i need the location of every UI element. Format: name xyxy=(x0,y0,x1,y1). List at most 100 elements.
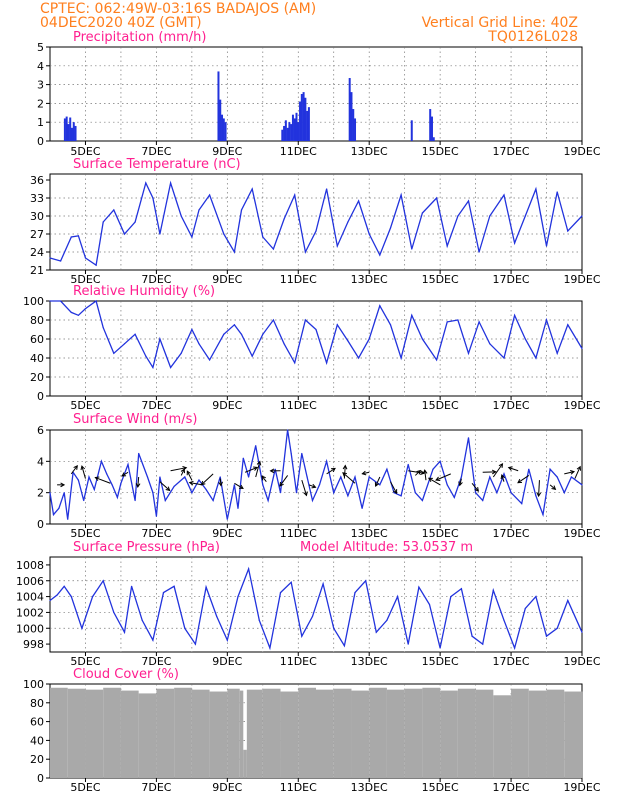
cloud-column xyxy=(243,750,247,778)
pressure-xtick-label: 17DEC xyxy=(493,655,530,668)
temp-point xyxy=(252,188,253,189)
rh-point xyxy=(401,357,402,358)
cloud-column xyxy=(351,691,369,778)
rh-point xyxy=(479,321,480,322)
rh-point xyxy=(535,357,536,358)
temp-point xyxy=(525,215,526,216)
rh-point xyxy=(457,319,458,320)
rh-point xyxy=(489,343,490,344)
temp-point xyxy=(479,251,480,252)
pressure-ytick-label: 1008 xyxy=(16,559,44,572)
rh-point xyxy=(145,356,146,357)
pressure-point xyxy=(71,596,72,597)
precip-bar xyxy=(303,92,305,141)
wind-line xyxy=(50,430,582,519)
wind-point xyxy=(268,500,269,501)
rh-point xyxy=(96,300,97,301)
pressure-point xyxy=(92,596,93,597)
wind-point xyxy=(415,492,416,493)
wind-point xyxy=(135,500,136,501)
precip-frame xyxy=(50,47,582,141)
precip-xtick-label: 11DEC xyxy=(280,145,317,158)
temp-point xyxy=(401,194,402,195)
wind-point xyxy=(205,489,206,490)
precip-ytick-label: 0 xyxy=(37,135,44,148)
wind-point xyxy=(138,453,139,454)
temp-point xyxy=(49,257,50,258)
precip-ytick-label: 2 xyxy=(37,97,44,110)
wind-point xyxy=(280,492,281,493)
rh-xtick-label: 15DEC xyxy=(422,399,459,412)
precip-bar xyxy=(290,124,292,141)
temp-ytick-label: 27 xyxy=(30,228,44,241)
pressure-point xyxy=(365,580,366,581)
rh-point xyxy=(411,315,412,316)
wind-xtick-label: 19DEC xyxy=(563,527,600,540)
wind-point xyxy=(227,519,228,520)
temp-xtick-label: 9DEC xyxy=(212,273,242,286)
temp-ytick-label: 36 xyxy=(30,174,44,187)
temp-point xyxy=(436,197,437,198)
precip-bar xyxy=(219,100,221,141)
wind-arrow xyxy=(201,474,213,485)
wind-point xyxy=(496,492,497,493)
cloud-column xyxy=(440,691,458,778)
precip-ytick-label: 5 xyxy=(37,41,44,54)
cloud-column xyxy=(281,692,299,778)
wind-point xyxy=(468,437,469,438)
wind-point xyxy=(275,469,276,470)
precip-bar xyxy=(225,122,227,141)
pressure-point xyxy=(237,596,238,597)
rh-point xyxy=(447,321,448,322)
cloud-column xyxy=(192,690,210,778)
precip-bar xyxy=(350,92,352,141)
pressure-point xyxy=(184,628,185,629)
wind-point xyxy=(191,492,192,493)
cloud-column xyxy=(334,689,352,778)
cloud-column xyxy=(263,689,281,778)
wind-point xyxy=(528,469,529,470)
temp-point xyxy=(103,221,104,222)
cloud-column xyxy=(50,688,68,778)
wind-title: Surface Wind (m/s) xyxy=(73,412,197,427)
cloud-column xyxy=(547,690,565,778)
wind-point xyxy=(111,484,112,485)
wind-point xyxy=(213,500,214,501)
cloud-column xyxy=(369,688,387,778)
rh-point xyxy=(557,353,558,354)
precip-bar xyxy=(295,113,297,141)
temp-ytick-label: 21 xyxy=(30,264,44,277)
temp-point xyxy=(181,215,182,216)
wind-point xyxy=(67,519,68,520)
precip-bar xyxy=(308,107,310,141)
rh-frame xyxy=(50,301,582,396)
precip-bar xyxy=(299,102,301,141)
temp-xtick-label: 19DEC xyxy=(563,273,600,286)
pressure-point xyxy=(152,640,153,641)
wind-point xyxy=(440,461,441,462)
precip-bar xyxy=(306,111,308,141)
pressure-xtick-label: 9DEC xyxy=(212,655,242,668)
cloud-ytick-label: 60 xyxy=(30,716,44,729)
cloud-column xyxy=(227,689,239,778)
wind-point xyxy=(581,484,582,485)
wind-point xyxy=(106,473,107,474)
rh-point xyxy=(71,312,72,313)
wind-point xyxy=(78,480,79,481)
wind-point xyxy=(333,492,334,493)
wind-point xyxy=(58,508,59,509)
pressure-point xyxy=(418,586,419,587)
pressure-ytick-label: 1000 xyxy=(16,622,44,635)
wind-point xyxy=(312,500,313,501)
wind-point xyxy=(307,476,308,477)
rh-point xyxy=(326,362,327,363)
precip-bar xyxy=(433,137,435,141)
wind-point xyxy=(401,495,402,496)
temp-point xyxy=(124,233,125,234)
pressure-point xyxy=(227,640,228,641)
rh-ytick-label: 100 xyxy=(23,295,44,308)
cloud-column xyxy=(298,688,316,778)
pressure-point xyxy=(450,596,451,597)
wind-point xyxy=(408,464,409,465)
